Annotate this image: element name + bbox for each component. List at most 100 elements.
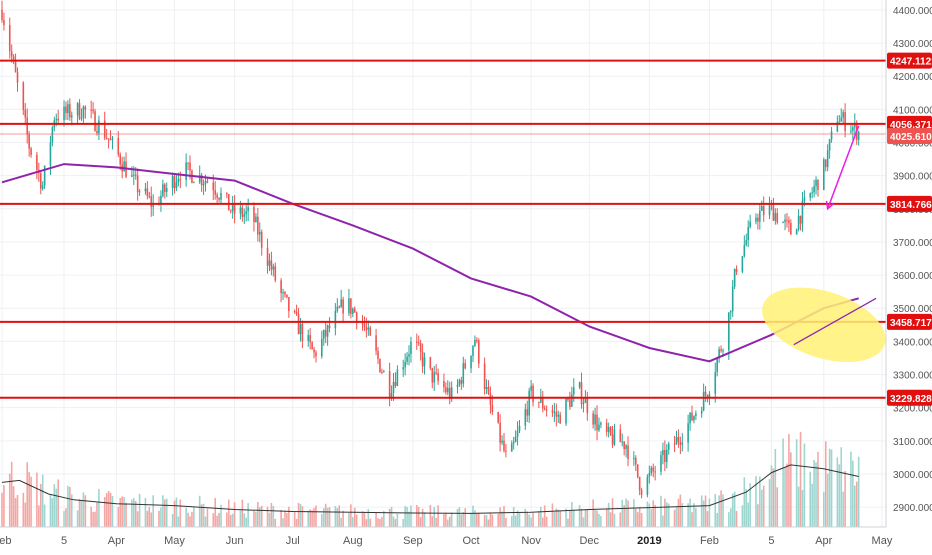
candle-body	[216, 194, 218, 198]
volume-bar	[67, 485, 69, 527]
moving-average-line	[1, 163, 859, 363]
candle-body	[57, 118, 60, 121]
arrow-shaft[interactable]	[826, 125, 860, 210]
candle-body	[204, 181, 207, 184]
candle-body	[803, 197, 806, 201]
candle-body	[309, 335, 311, 343]
volume-bar	[786, 463, 788, 527]
time-tick-label: Sep	[403, 535, 423, 547]
candle-body	[474, 339, 476, 346]
volume-bar	[665, 502, 668, 527]
candle-body	[49, 142, 52, 166]
volume-bar	[274, 518, 277, 527]
volume-bar	[268, 512, 271, 527]
annotations-layer	[753, 125, 895, 377]
candle-body	[131, 175, 133, 177]
volume-bar	[322, 508, 325, 527]
volume-bar	[119, 498, 122, 527]
candle-body	[328, 325, 331, 329]
candle-body	[429, 357, 432, 368]
candle-body	[491, 404, 494, 413]
candle-body	[757, 217, 759, 222]
volume-bar	[340, 517, 342, 527]
candle-body	[795, 229, 798, 235]
volume-bar	[247, 503, 249, 527]
volume-bar	[543, 505, 546, 527]
volume-bar	[716, 513, 718, 527]
candle-body	[638, 477, 641, 491]
candle-body	[788, 220, 790, 224]
candle-body	[828, 139, 831, 151]
candle-body	[220, 192, 222, 200]
volume-bar	[803, 443, 806, 527]
volume-bar	[687, 503, 689, 527]
volume-bar	[625, 498, 627, 527]
candle-body	[596, 414, 598, 431]
candle-body	[456, 384, 459, 388]
volume-bar	[342, 510, 344, 527]
candle-body	[171, 176, 174, 189]
candle-body	[824, 159, 827, 168]
volume-bar	[164, 499, 166, 527]
candle-body	[8, 25, 11, 52]
volume-bar	[772, 468, 775, 527]
candle-body	[813, 186, 815, 193]
candle-body	[594, 414, 596, 425]
volume-bar	[731, 493, 734, 527]
volume-bar	[691, 512, 693, 527]
candle-body	[315, 352, 317, 357]
volume-bar	[824, 441, 827, 527]
volume-bar	[165, 498, 168, 527]
candle-body	[76, 103, 79, 116]
volume-bar	[516, 510, 519, 527]
volume-bar	[24, 502, 27, 527]
volume-bar	[745, 489, 748, 527]
candle-body	[408, 354, 410, 357]
volume-bar	[226, 512, 228, 527]
candle-body	[499, 422, 501, 443]
candle-body	[464, 363, 467, 369]
candle-body	[462, 363, 465, 384]
volume-bar	[817, 451, 819, 527]
time-tick-label: 5	[768, 535, 774, 547]
candle-body	[272, 266, 275, 270]
volume-bar	[260, 505, 263, 527]
volume-bar	[315, 505, 317, 527]
candle-body	[569, 399, 571, 407]
candle-body	[189, 162, 191, 171]
candle-body	[854, 122, 856, 128]
candle-body	[421, 351, 424, 367]
volume-bar	[90, 506, 92, 527]
price-tick-label: 3500.0000	[893, 304, 932, 315]
volume-bar	[528, 514, 530, 527]
highlight-ellipse[interactable]	[753, 274, 895, 377]
volume-bar	[12, 486, 15, 527]
candle-body	[584, 397, 587, 403]
candle-body	[295, 311, 298, 315]
volume-bar	[621, 499, 624, 527]
volume-bar	[388, 508, 391, 527]
candle-body	[193, 182, 195, 184]
volume-layer	[1, 431, 860, 527]
volume-bar	[518, 513, 521, 527]
volume-bar	[258, 507, 261, 527]
candle-body	[838, 121, 841, 123]
volume-bar	[57, 479, 60, 527]
volume-bar	[472, 505, 474, 527]
volume-bar	[741, 505, 744, 527]
time-tick-label: Feb	[700, 535, 719, 547]
volume-bar	[200, 504, 203, 527]
candle-body	[460, 380, 463, 384]
volume-bar	[571, 502, 573, 527]
volume-bar	[144, 497, 147, 527]
volume-bar	[375, 512, 377, 527]
candle-body	[811, 192, 813, 194]
volume-bar	[714, 494, 717, 527]
volume-bar	[524, 508, 527, 527]
trend-line[interactable]	[793, 297, 877, 346]
volume-bar	[311, 510, 313, 527]
volume-bar	[272, 505, 275, 527]
candle-body	[446, 387, 449, 393]
